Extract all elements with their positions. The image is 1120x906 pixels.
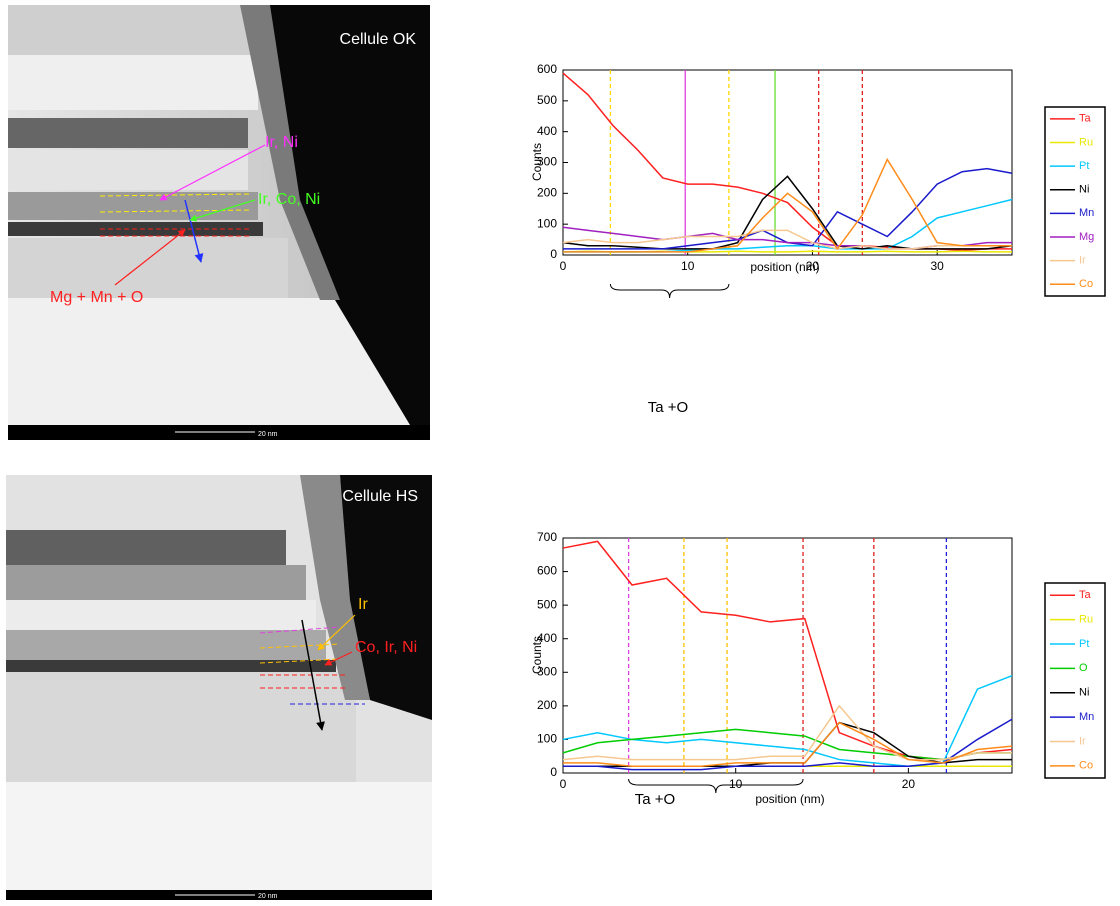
scale-bar-label: 20 nm [258, 431, 278, 438]
legend-label: Ta [1079, 113, 1092, 125]
series-line [562, 229, 1012, 250]
legend-label: Mg [1079, 231, 1094, 243]
x-tick-label: 30 [930, 259, 944, 273]
image-caption: Cellule HS [342, 488, 418, 505]
y-tick-label: 100 [537, 732, 557, 746]
y-tick-label: 200 [537, 186, 557, 200]
legend-label: Co [1079, 278, 1093, 290]
legend-label: Ru [1079, 136, 1093, 148]
legend-label: Co [1079, 760, 1093, 772]
y-tick-label: 300 [537, 155, 557, 169]
brace [628, 778, 804, 794]
image-caption: Cellule OK [340, 31, 417, 48]
image-label: Co, Ir, Ni [355, 639, 417, 656]
series-line [563, 721, 1013, 768]
brace [609, 283, 730, 299]
image-label: Ir, Ni [265, 134, 298, 151]
brace-label: Ta +O [648, 399, 688, 416]
legend-label: Ru [1079, 613, 1093, 625]
x-tick-label: 0 [560, 259, 567, 273]
x-tick-label: 20 [902, 777, 916, 791]
image-label: Ir, Co, Ni [258, 191, 320, 208]
y-tick-label: 0 [550, 247, 557, 261]
y-tick-label: 600 [537, 564, 557, 578]
scale-bar-label: 20 nm [258, 893, 278, 900]
image-label: Mg + Mn + O [50, 289, 143, 306]
y-tick-label: 600 [537, 62, 557, 76]
legend-label: Ta [1079, 589, 1092, 601]
y-tick-label: 700 [537, 530, 557, 544]
tem-image: Cellule OK Ir, Ni Ir, Co, Ni Mg + Mn + O… [8, 5, 430, 440]
series-line [562, 704, 1012, 761]
legend-label: Pt [1079, 638, 1089, 650]
legend-label: Ni [1079, 184, 1089, 196]
y-axis-label: Counts [530, 636, 544, 674]
series-line [563, 718, 1013, 771]
brace-label: Ta +O [635, 791, 675, 808]
y-tick-label: 0 [550, 765, 557, 779]
legend [1044, 106, 1106, 297]
x-tick-label: 10 [681, 259, 695, 273]
y-tick-label: 500 [537, 93, 557, 107]
legend-label: Ir [1079, 254, 1086, 266]
tem-image: Cellule HS Ir Co, Ir, Ni 20 nm [6, 475, 432, 900]
plot-area [562, 69, 1013, 256]
x-axis-label: position (nm) [755, 792, 824, 806]
legend [1044, 582, 1106, 779]
image-label: Ir [358, 596, 368, 613]
plot-area [562, 537, 1013, 774]
y-tick-label: 400 [537, 631, 557, 645]
y-tick-label: 100 [537, 216, 557, 230]
x-tick-label: 0 [560, 777, 567, 791]
legend-label: Ir [1079, 735, 1086, 747]
series-line [563, 157, 1012, 253]
series-line [562, 175, 1013, 250]
legend-label: Pt [1079, 160, 1089, 172]
y-axis-label: Counts [530, 143, 544, 181]
y-tick-label: 300 [537, 664, 557, 678]
legend-label: O [1079, 662, 1088, 674]
y-tick-label: 500 [537, 597, 557, 611]
legend-label: Mn [1079, 207, 1094, 219]
legend-label: Mn [1079, 711, 1094, 723]
x-axis-label: position (nm) [750, 260, 819, 274]
y-tick-label: 200 [537, 698, 557, 712]
legend-label: Ni [1079, 687, 1089, 699]
x-tick-label: 10 [729, 777, 743, 791]
x-tick-label: 20 [806, 259, 820, 273]
y-tick-label: 400 [537, 124, 557, 138]
